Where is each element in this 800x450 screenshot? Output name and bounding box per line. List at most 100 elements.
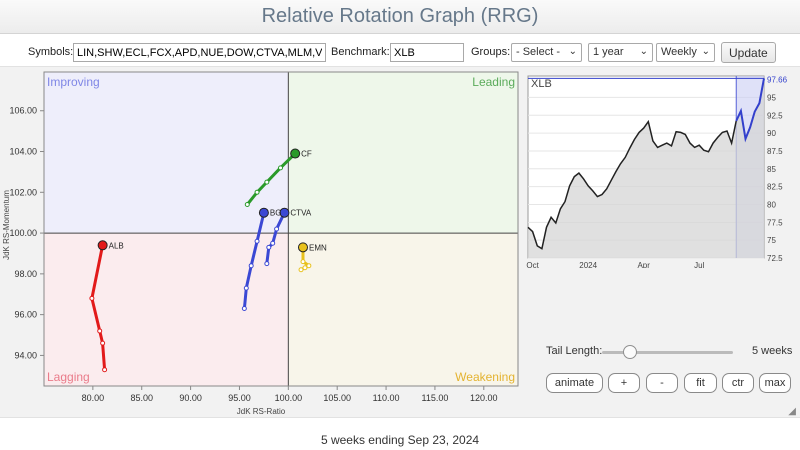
chevron-down-icon: ⌄: [701, 46, 710, 57]
tail-point-emn: [302, 265, 308, 271]
frequency-select-value: Weekly: [661, 46, 697, 58]
quadrant-label-lagging: Lagging: [47, 370, 90, 384]
price-area-fill: [528, 78, 764, 259]
price-y-tick-label: 82.5: [767, 183, 783, 192]
fit-button[interactable]: fit: [684, 373, 717, 393]
price-y-tick-label: 85: [767, 165, 776, 174]
price-y-tick-label: 72.5: [767, 254, 783, 263]
frequency-select[interactable]: Weekly ⌄: [656, 43, 715, 62]
quadrant-weakening: [288, 233, 518, 386]
tail-point-ctva: [264, 261, 270, 267]
tail-point-cf: [264, 179, 270, 185]
tail-point-ctva: [274, 226, 280, 232]
price-x-tick-label: Oct: [526, 261, 539, 268]
period-select-value: 1 year: [593, 46, 624, 58]
x-tick-label: 95.00: [228, 393, 251, 403]
price-y-tick-label: 95: [767, 93, 776, 102]
benchmark-price-chart: 72.5 75 77.5 80 82.5 85 87.5 90 92.5 95 97.66 XLB Oc…: [526, 75, 788, 268]
tail-point-ctva: [270, 240, 276, 246]
quadrant-label-improving: Improving: [47, 75, 100, 89]
price-y-tick-label: 92.5: [767, 111, 783, 120]
price-y-tick-label: 90: [767, 129, 776, 138]
head-point-bg: [258, 207, 269, 218]
price-chart-title: XLB: [531, 78, 552, 90]
x-tick-label: 120.00: [470, 393, 498, 403]
animate-button[interactable]: animate: [546, 373, 603, 393]
x-tick-label: 105.00: [323, 393, 351, 403]
y-tick-label: 102.00: [9, 187, 37, 197]
center-button[interactable]: ctr: [722, 373, 754, 393]
x-tick-label: 100.00: [275, 393, 303, 403]
head-point-alb: [97, 240, 108, 251]
head-point-cf: [290, 148, 301, 159]
quadrant-lagging: [44, 233, 289, 386]
groups-select-value: - Select -: [516, 46, 561, 58]
tail-length-control: Tail Length: 5 weeks: [546, 344, 796, 360]
quadrant-label-weakening: Weakening: [455, 370, 515, 384]
tail-point-cf: [244, 202, 250, 208]
rrg-chart[interactable]: Improving Leading Lagging Weakening 80.00 85.…: [0, 66, 520, 420]
zoom-out-button[interactable]: -: [646, 373, 678, 393]
quadrant-leading: [288, 72, 518, 234]
x-tick-label: 85.00: [130, 393, 153, 403]
x-tick-label: 115.00: [421, 393, 448, 403]
maximize-button[interactable]: max: [759, 373, 791, 393]
tail-point-bg: [248, 263, 254, 269]
x-axis-title: JdK RS-Ratio: [237, 407, 286, 416]
series-label-cf: CF: [301, 150, 312, 159]
x-tick-label: 80.00: [82, 393, 105, 403]
series-label-ctva: CTVA: [290, 209, 311, 218]
head-point-ctva: [279, 207, 290, 218]
series-label-alb: ALB: [109, 241, 124, 250]
tail-point-ctva: [266, 244, 272, 250]
price-line-highlight: [735, 78, 765, 143]
y-tick-label: 98.00: [14, 269, 37, 279]
y-tick-label: 94.00: [14, 350, 37, 360]
tail-point-emn: [306, 263, 312, 269]
footer-caption: 5 weeks ending Sep 23, 2024: [320, 433, 480, 447]
benchmark-input[interactable]: [390, 43, 464, 62]
symbols-input[interactable]: [73, 43, 326, 62]
tail-length-slider-handle[interactable]: [623, 345, 637, 359]
price-x-tick-label: Jul: [694, 261, 704, 268]
y-tick-label: 104.00: [9, 147, 37, 157]
tail-point-alb: [100, 340, 106, 346]
zoom-in-button[interactable]: +: [608, 373, 640, 393]
price-y-tick-label: 77.5: [767, 218, 783, 227]
price-line: [527, 119, 737, 250]
x-tick-label: 110.00: [373, 393, 400, 403]
symbols-label: Symbols:: [28, 46, 74, 58]
chevron-down-icon: ⌄: [639, 46, 648, 57]
chevron-down-icon: ⌄: [568, 46, 577, 57]
period-select[interactable]: 1 year ⌄: [588, 43, 653, 62]
tail-length-track[interactable]: [602, 351, 733, 354]
price-y-tick-label: 87.5: [767, 147, 783, 156]
groups-select[interactable]: - Select - ⌄: [511, 43, 582, 62]
series-label-bg: BG: [270, 209, 282, 218]
groups-label: Groups:: [471, 46, 511, 58]
page-title: Relative Rotation Graph (RRG): [261, 5, 539, 27]
last-value-label: 97.66: [767, 75, 788, 84]
tail-length-label: Tail Length:: [546, 345, 603, 357]
title-bar: Relative Rotation Graph (RRG): [0, 0, 800, 34]
y-tick-label: 106.00: [9, 106, 37, 116]
head-point-emn: [297, 242, 308, 253]
tail-point-bg: [243, 285, 249, 291]
series-label-emn: EMN: [309, 243, 327, 252]
quadrant-improving: [44, 72, 289, 234]
price-x-tick-label: Apr: [637, 261, 650, 268]
price-y-tick-label: 80: [767, 200, 776, 209]
benchmark-label: Benchmark:: [331, 46, 390, 58]
x-tick-label: 90.00: [179, 393, 202, 403]
tail-point-cf: [254, 189, 260, 195]
controls-toolbar: Symbols: Benchmark: Groups: - Select - ⌄…: [0, 42, 800, 64]
tail-point-emn: [298, 267, 304, 273]
price-x-tick-label: 2024: [579, 261, 597, 268]
tail-point-bg: [241, 306, 247, 312]
update-button[interactable]: Update: [721, 42, 776, 63]
price-y-tick-label: 75: [767, 236, 776, 245]
quadrant-label-leading: Leading: [472, 75, 515, 89]
resize-handle-icon[interactable]: ◢: [788, 406, 796, 417]
tail-point-alb: [97, 328, 103, 334]
